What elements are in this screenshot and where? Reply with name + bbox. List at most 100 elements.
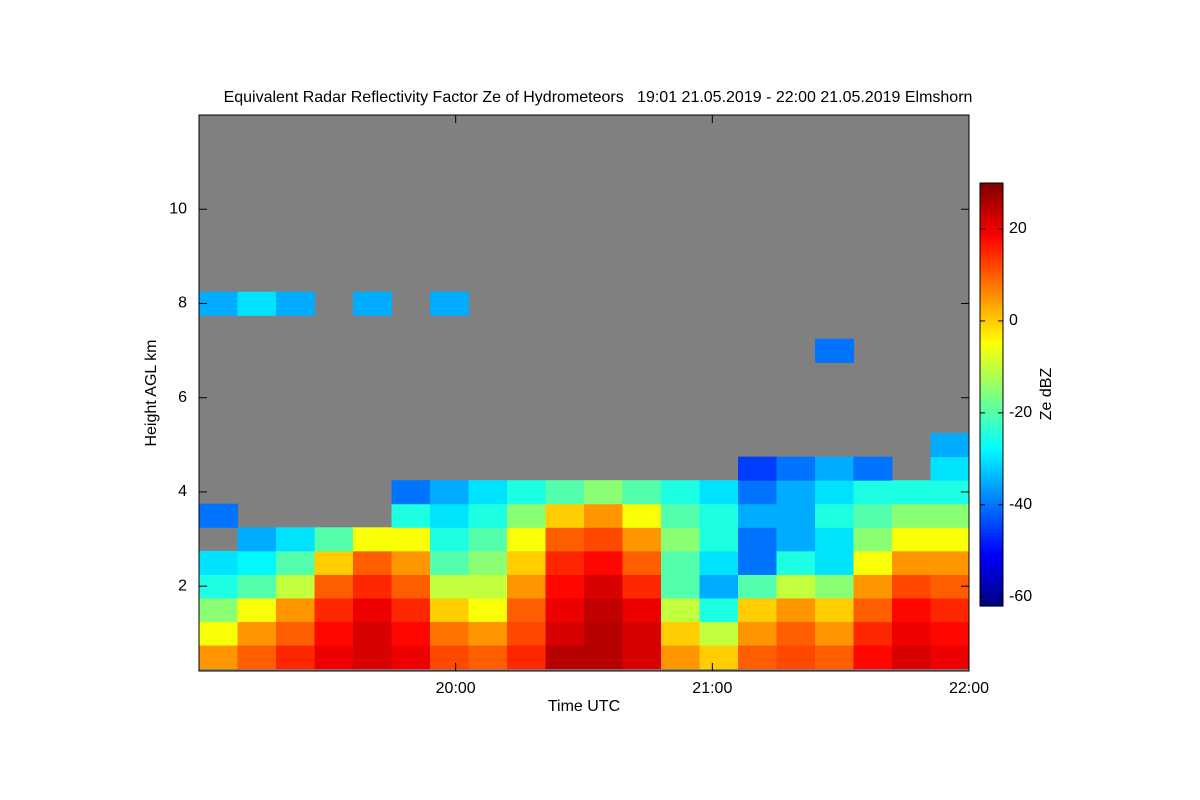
heatmap-cell [699, 597, 739, 623]
heatmap-cell [237, 645, 277, 670]
heatmap-cell [815, 597, 854, 623]
heatmap-cell [738, 503, 777, 528]
colorbar-slice [980, 348, 1003, 353]
colorbar-slice [980, 574, 1003, 579]
heatmap-cell [892, 550, 931, 575]
colorbar-slice [980, 556, 1003, 561]
heatmap-cell [815, 456, 854, 481]
heatmap-cell [199, 621, 238, 646]
heatmap-cell [468, 574, 508, 599]
heatmap-cell [699, 527, 739, 552]
heatmap-cell [815, 645, 854, 670]
colorbar-slice [980, 207, 1003, 212]
heatmap-cell [738, 456, 777, 481]
heatmap-cell [892, 645, 931, 670]
heatmap-cell [584, 621, 623, 646]
heatmap-cell [815, 621, 854, 646]
heatmap-cell [584, 503, 623, 528]
heatmap-cell [815, 503, 854, 528]
y-tick-label: 10 [169, 200, 187, 217]
heatmap-cell [622, 597, 662, 623]
heatmap-cell [776, 456, 816, 481]
colorbar-slice [980, 383, 1003, 389]
heatmap-cell [430, 527, 469, 552]
colorbar-slice [980, 183, 1003, 188]
colorbar-slice [980, 394, 1003, 399]
heatmap-cell [237, 291, 277, 316]
colorbar-slice [980, 546, 1003, 551]
heatmap-cell [622, 621, 662, 646]
heatmap-cell [391, 597, 431, 623]
heatmap-cell [430, 645, 469, 670]
colorbar-slice [980, 482, 1003, 487]
y-tick-label: 2 [178, 577, 187, 594]
heatmap-cell [853, 597, 893, 623]
colorbar-slice [980, 218, 1003, 223]
heatmap-cell [430, 621, 469, 646]
heatmap-cell [430, 597, 469, 623]
heatmap-cell [892, 621, 931, 646]
heatmap-cell [622, 550, 662, 575]
colorbar-slice [980, 602, 1003, 607]
heatmap-cell [545, 597, 585, 623]
y-tick-label: 6 [178, 389, 187, 406]
heatmap-cell [815, 338, 854, 363]
heatmap-cell [661, 645, 700, 670]
colorbar-slice [980, 412, 1003, 417]
heatmap-cell [661, 550, 700, 575]
heatmap-cell [276, 574, 315, 599]
heatmap-cell [468, 503, 508, 528]
heatmap-cell [468, 527, 508, 552]
colorbar-slice [980, 524, 1003, 530]
colorbar-slice [980, 465, 1003, 470]
heatmap-cell [776, 645, 816, 670]
colorbar-slice [980, 595, 1003, 600]
colorbar-slice [980, 253, 1003, 258]
colorbar-slice [980, 450, 1003, 456]
heatmap-cell [545, 621, 585, 646]
colorbar-slice [980, 190, 1003, 195]
heatmap-cell [815, 574, 854, 599]
heatmap-cell [237, 621, 277, 646]
heatmap-cell [507, 550, 546, 575]
heatmap-cell [430, 550, 469, 575]
heatmap-cell [353, 597, 392, 623]
heatmap-cell [892, 503, 931, 528]
heatmap-cell [738, 645, 777, 670]
colorbar-slice [980, 200, 1003, 205]
colorbar-tick-label: -40 [1009, 496, 1032, 513]
heatmap-cell [699, 574, 739, 599]
colorbar-slice [980, 232, 1003, 237]
colorbar-slice [980, 496, 1003, 501]
colorbar-slice [980, 324, 1003, 329]
heatmap-cell [815, 480, 854, 505]
heatmap-cell [892, 527, 931, 552]
colorbar-slice [980, 235, 1003, 240]
heatmap-cell [699, 645, 739, 670]
colorbar-slice [980, 429, 1003, 434]
heatmap-cell [930, 503, 969, 528]
colorbar-tick-label: -20 [1009, 404, 1032, 421]
colorbar-slice [980, 486, 1003, 491]
heatmap-cell [930, 456, 969, 481]
heatmap-cell [430, 291, 469, 316]
heatmap-cell [776, 480, 816, 505]
colorbar-slice [980, 316, 1003, 322]
heatmap-cell [468, 645, 508, 670]
colorbar-slice [980, 334, 1003, 339]
heatmap-cell [738, 621, 777, 646]
heatmap-cell [507, 621, 546, 646]
heatmap-cell [353, 574, 392, 599]
colorbar-slice [980, 468, 1003, 473]
heatmap-cell [661, 574, 700, 599]
colorbar-slice [980, 331, 1003, 336]
colorbar-slice [980, 271, 1003, 276]
heatmap-cell [276, 621, 315, 646]
heatmap-cell [584, 550, 623, 575]
colorbar-slice [980, 570, 1003, 575]
heatmap-cell [930, 433, 969, 458]
heatmap-cell [468, 550, 508, 575]
colorbar-slice [980, 514, 1003, 519]
